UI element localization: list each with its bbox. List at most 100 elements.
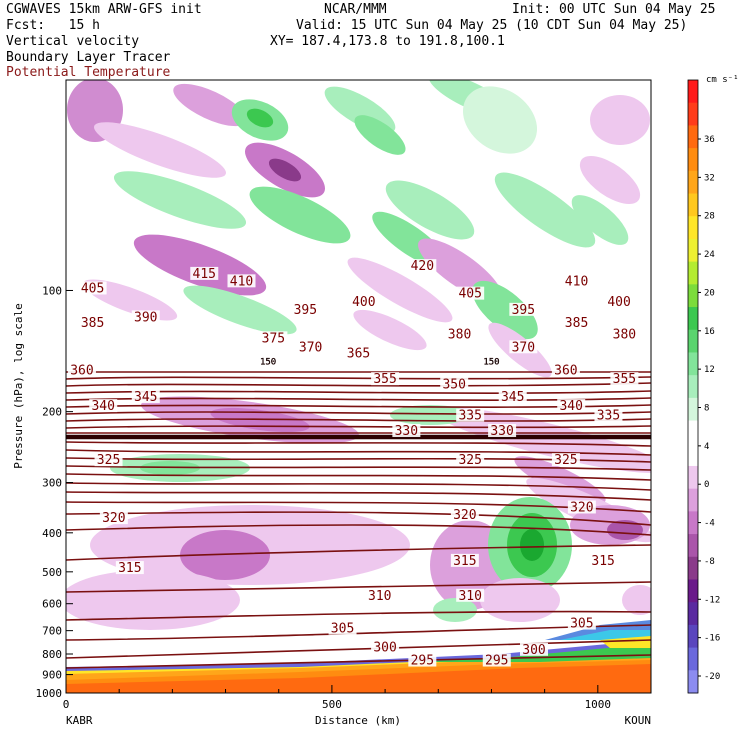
x-axis: 0 500 1000 [63, 685, 611, 711]
theta-label: 315 [591, 554, 614, 569]
theta-label-bg [131, 310, 160, 324]
colorbar-swatch [688, 443, 698, 467]
y-tick-label: 100 [42, 284, 62, 297]
y-tick-label: 1000 [36, 687, 63, 700]
colorbar-swatch [688, 511, 698, 535]
x-left-station: KABR [66, 714, 93, 727]
colorbar-label: 36 [704, 135, 715, 145]
theta-label-bg [190, 266, 219, 280]
theta-label-bg [67, 363, 96, 377]
colorbar-label: 8 [704, 404, 709, 414]
colorbar-swatch [688, 647, 698, 671]
x-tick-label: 0 [63, 698, 70, 711]
x-tick-label: 500 [322, 698, 342, 711]
y-tick-label: 500 [42, 566, 62, 579]
tropopause-label: 150 [483, 357, 499, 367]
theta-label: 295 [411, 654, 434, 669]
theta-label-bg [498, 389, 527, 403]
y-tick-label: 800 [42, 648, 62, 661]
theta-label-bg [520, 642, 548, 656]
colorbar-swatch [688, 556, 698, 580]
theta-label-bg [589, 553, 618, 567]
theta-label: 330 [395, 424, 418, 439]
theta-label: 360 [554, 364, 577, 379]
colorbar-label: -16 [704, 634, 720, 644]
forecast-hour: Fcst: 15 h [6, 18, 100, 33]
theta-label: 325 [458, 453, 481, 468]
theta-label: 365 [347, 346, 370, 361]
theta-label: 420 [411, 259, 434, 274]
theta-label-bg [509, 302, 538, 316]
colorbar-swatch [688, 307, 698, 331]
y-tick-label: 400 [42, 527, 62, 540]
theta-label: 405 [458, 287, 481, 302]
theta-contour-labels: 420 415 410 410 405 405 400 400 395 395 390 385 385 3… [67, 259, 639, 669]
theta-label: 300 [373, 641, 396, 656]
colorbar-swatch [688, 170, 698, 195]
colorbar-swatch [688, 375, 698, 399]
theta-label: 355 [373, 372, 396, 387]
model-title: CGWAVES 15km ARW-GFS init [6, 2, 202, 17]
tropopause-label: 150 [260, 357, 276, 367]
colorbar-swatch [688, 579, 698, 603]
theta-label-bg [482, 653, 511, 667]
field-boundary-layer-tracer: Boundary Layer Tracer [6, 50, 171, 65]
colorbar-swatch [688, 602, 698, 626]
colorbar-swatch [688, 216, 698, 240]
theta-label-bg [408, 259, 437, 273]
theta-label: 380 [613, 327, 636, 342]
colorbar-swatch [688, 397, 698, 422]
theta-label: 295 [485, 654, 508, 669]
theta-label-bg [291, 302, 320, 316]
theta-label: 355 [613, 372, 636, 387]
theta-label: 320 [570, 500, 593, 515]
theta-label: 300 [522, 643, 545, 658]
theta-label-bg [557, 399, 586, 413]
theta-label: 335 [458, 409, 481, 424]
theta-label: 405 [81, 281, 104, 296]
theta-label-bg [392, 424, 421, 438]
theta-label: 305 [331, 622, 354, 637]
theta-label: 315 [453, 554, 476, 569]
colorbar-label: 4 [704, 442, 709, 452]
theta-label: 320 [453, 508, 476, 523]
colorbar-swatch [688, 488, 698, 512]
theta-label: 415 [193, 267, 216, 282]
theta-label: 340 [559, 399, 582, 414]
y-tick-label: 300 [42, 477, 62, 490]
theta-label-bg [594, 408, 623, 422]
theta-label: 340 [91, 399, 114, 414]
y-tick-label: 900 [42, 669, 62, 682]
theta-label: 325 [97, 453, 120, 468]
theta-label-bg [94, 453, 123, 467]
theta-label-bg [509, 340, 538, 354]
theta-label: 345 [134, 390, 157, 405]
valid-time: Valid: 15 UTC Sun 04 May 25 (10 CDT Sun … [296, 18, 688, 33]
theta-label: 310 [368, 589, 391, 604]
init-time: Init: 00 UTC Sun 04 May 25 [512, 2, 716, 17]
colorbar-swatch [688, 329, 698, 353]
theta-label-bg [562, 274, 591, 288]
colorbar-label: 32 [704, 173, 715, 183]
theta-label: 410 [230, 274, 253, 289]
colorbar-swatch [688, 465, 698, 490]
colorbar-label: 24 [704, 250, 715, 260]
colorbar-swatch [688, 193, 698, 217]
theta-label: 400 [352, 295, 375, 310]
field-vertical-velocity: Vertical velocity [6, 34, 140, 49]
theta-label: 395 [294, 303, 317, 318]
theta-label-bg [371, 372, 400, 386]
x-axis-label: Distance (km) [315, 714, 401, 727]
theta-label-bg [567, 616, 596, 630]
y-axis: 100 200 300 400 500 600 700 800 900 1000 [36, 284, 73, 700]
theta-label: 395 [512, 303, 535, 318]
theta-label: 330 [490, 424, 513, 439]
theta-label-bg [456, 286, 485, 300]
theta-label-bg [227, 274, 256, 288]
theta-label-bg [115, 561, 144, 575]
y-tick-label: 600 [42, 598, 62, 611]
theta-label: 315 [118, 561, 141, 576]
x-right-station: KOUN [625, 714, 652, 727]
theta-label-bg [456, 453, 485, 467]
